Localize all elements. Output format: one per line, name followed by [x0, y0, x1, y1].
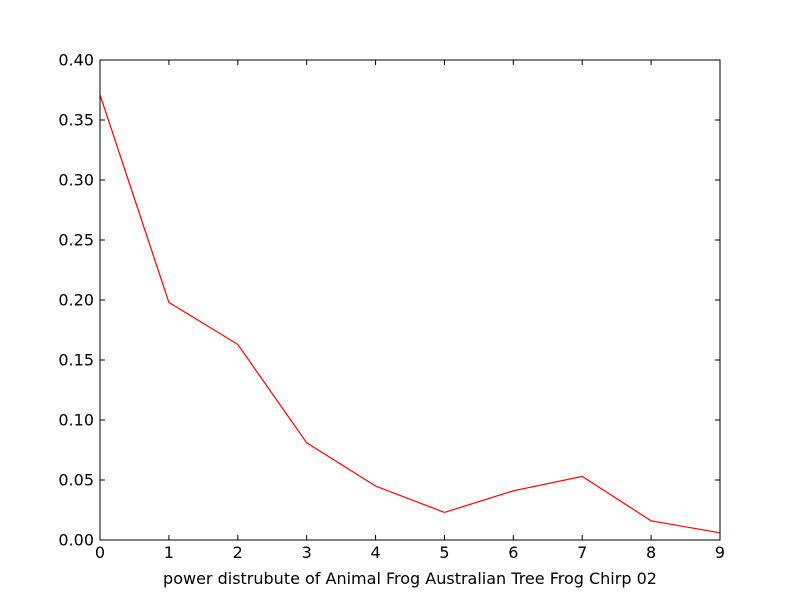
- series-layer: [99, 94, 721, 534]
- x-tick-label: 7: [577, 543, 587, 562]
- y-tick-label: 0.40: [58, 51, 94, 70]
- x-axis-ticks: 0 1 2 3 4 5 6 7 8 9: [95, 60, 725, 562]
- y-tick-label: 0.30: [58, 171, 94, 190]
- axes-frame: [99, 59, 721, 541]
- y-tick-label: 0.00: [58, 531, 94, 550]
- x-tick-label: 1: [164, 543, 174, 562]
- series-line-0: [99, 94, 721, 534]
- x-tick-label: 8: [646, 543, 656, 562]
- x-tick-label: 2: [233, 543, 243, 562]
- x-tick-label: 0: [95, 543, 105, 562]
- x-tick-label: 4: [370, 543, 380, 562]
- x-tick-label: 6: [508, 543, 518, 562]
- y-tick-label: 0.20: [58, 291, 94, 310]
- y-axis-ticks: 0.00 0.05 0.10 0.15 0.20 0.25 0.30 0.35 0.40: [58, 51, 720, 550]
- y-tick-label: 0.25: [58, 231, 94, 250]
- y-tick-label: 0.15: [58, 351, 94, 370]
- x-axis-label: power distrubute of Animal Frog Australi…: [163, 569, 657, 588]
- y-tick-label: 0.05: [58, 471, 94, 490]
- y-tick-label: 0.35: [58, 111, 94, 130]
- y-tick-label: 0.10: [58, 411, 94, 430]
- x-tick-label: 5: [439, 543, 449, 562]
- x-tick-label: 3: [302, 543, 312, 562]
- x-tick-label: 9: [715, 543, 725, 562]
